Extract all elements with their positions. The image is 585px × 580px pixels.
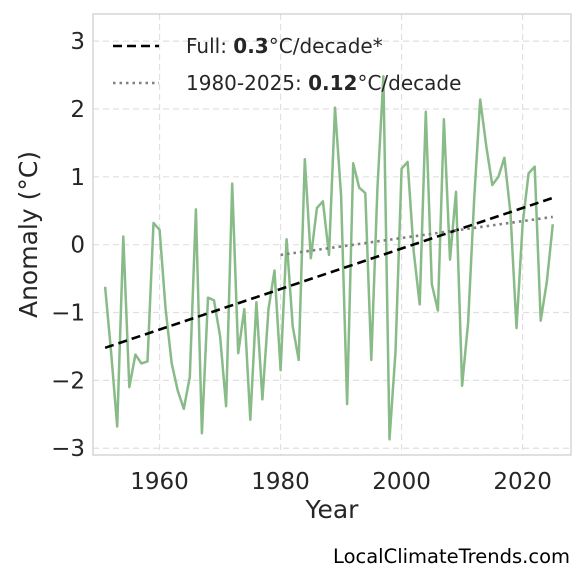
x-tick-label: 1980 xyxy=(251,469,310,495)
y-tick-label: 1 xyxy=(70,165,85,191)
legend-recent-prefix: 1980-2025: xyxy=(186,71,308,95)
y-tick-label: −1 xyxy=(51,301,85,327)
y-tick-label: 0 xyxy=(70,233,85,259)
y-tick-label: −2 xyxy=(51,368,85,394)
legend-full-suffix: °C/decade* xyxy=(269,34,383,58)
x-tick-label: 2020 xyxy=(493,469,552,495)
legend: Full: 0.3°C/decade* 1980-2025: 0.12°C/de… xyxy=(113,34,461,95)
y-tick-labels: −3 −2 −1 0 1 2 3 xyxy=(51,29,85,462)
legend-recent-rate: 0.12 xyxy=(308,71,357,95)
legend-full-prefix: Full: xyxy=(186,34,233,58)
legend-full-rate: 0.3 xyxy=(233,34,268,58)
y-axis-label: Anomaly (°C) xyxy=(14,151,43,318)
plot-frame xyxy=(92,13,572,456)
legend-entry-full-trend: Full: 0.3°C/decade* xyxy=(186,34,383,58)
y-tick-label: 3 xyxy=(70,29,85,55)
x-tick-label: 2000 xyxy=(372,469,431,495)
series-line-trend-full xyxy=(104,196,554,350)
watermark: LocalClimateTrends.com xyxy=(333,545,570,568)
x-tick-label: 1960 xyxy=(130,469,189,495)
series-line-observed xyxy=(103,75,555,441)
series-group xyxy=(103,75,555,441)
x-tick-labels: 1960 1980 2000 2020 xyxy=(130,469,552,495)
x-axis-label: Year xyxy=(305,495,360,524)
legend-entry-recent-trend: 1980-2025: 0.12°C/decade xyxy=(186,71,461,95)
series-line-trend-recent xyxy=(280,215,553,257)
y-tick-label: −3 xyxy=(51,436,85,462)
legend-recent-suffix: °C/decade xyxy=(357,71,461,95)
y-tick-label: 2 xyxy=(70,97,85,123)
